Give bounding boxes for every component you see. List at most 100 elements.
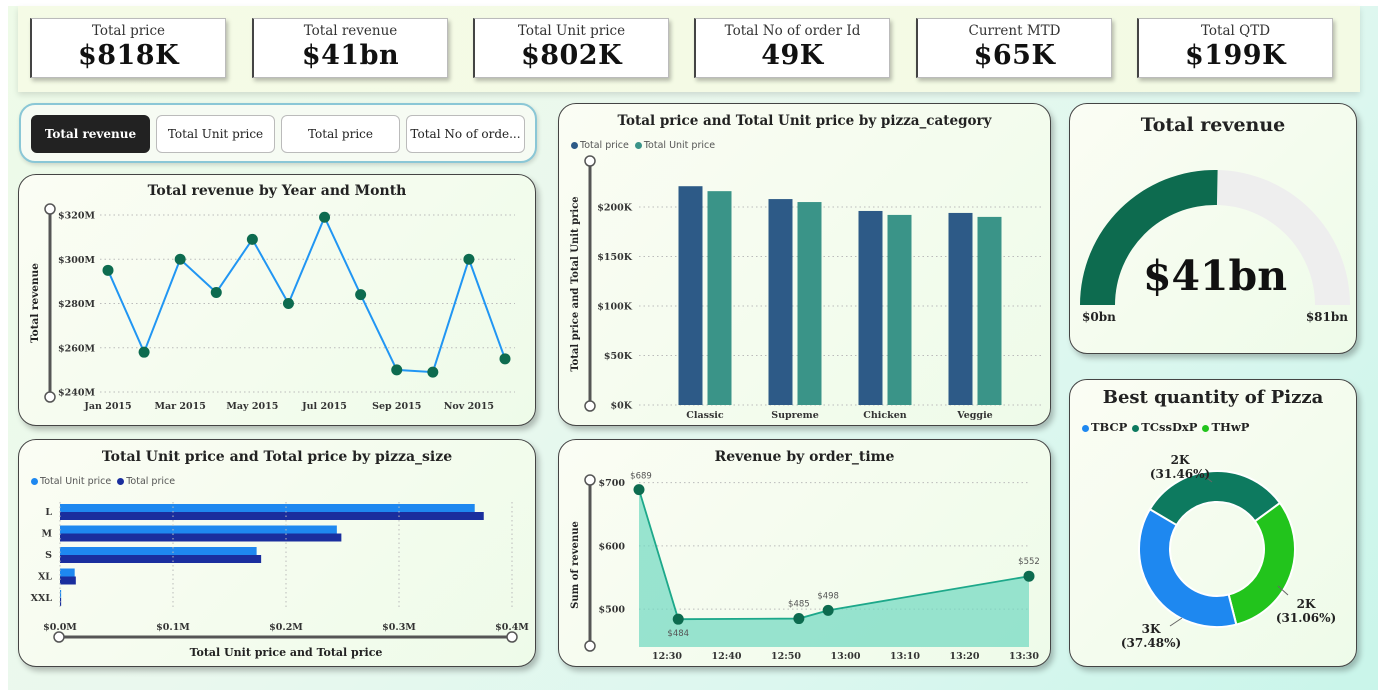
chart-title: Total revenue by Year and Month <box>147 183 407 199</box>
y-tick-label: $300M <box>58 255 95 266</box>
legend-item: Total price <box>571 140 629 151</box>
zoom-slider-handle <box>584 155 596 167</box>
zoom-slider-handle <box>44 391 56 403</box>
x-tick-label: Jul 2015 <box>301 401 347 412</box>
slice-percent-label: (31.06%) <box>1276 611 1336 625</box>
y-tick-label: XXL <box>31 593 53 604</box>
kpi-total-price: Total price $818K <box>30 18 226 78</box>
legend-dot-icon <box>117 478 125 485</box>
legend-dot-icon <box>31 478 38 485</box>
price-by-category-card: Total price and Total Unit price by pizz… <box>558 103 1051 426</box>
legend-item: Total Unit price <box>634 140 716 151</box>
legend-item: Total price <box>117 476 175 487</box>
legend-item: TCssDxP <box>1132 420 1197 434</box>
y-tick-label: S <box>45 550 52 561</box>
kpi-value: $818K <box>77 40 180 71</box>
y-tick-label: $150K <box>597 252 632 263</box>
kpi-label: Total Unit price <box>517 23 626 39</box>
slice-percent-label: (31.46%) <box>1150 467 1210 481</box>
chart-title: Total price and Total Unit price by pizz… <box>617 113 992 129</box>
slice-value-label: 2K <box>1297 597 1316 611</box>
bar <box>887 214 912 405</box>
legend-dot-icon <box>1202 424 1210 432</box>
y-tick-label: $0K <box>611 401 633 412</box>
x-tick-label: May 2015 <box>226 401 278 412</box>
data-point <box>319 211 331 223</box>
data-label: $485 <box>788 600 810 610</box>
data-point <box>391 364 403 376</box>
legend-label: Total Unit price <box>643 140 716 151</box>
data-point <box>822 604 834 616</box>
x-tick-label: 13:30 <box>1009 651 1039 662</box>
data-point <box>246 233 258 245</box>
size-hbar-chart: LMS XL XXL $0.0M $0.1M $0.2M $0.3M $0.4M Total U… <box>31 502 529 659</box>
best-quantity-card: Best quantity of Pizza TBCP TCssDxP THwP… <box>1069 379 1357 667</box>
y-tick-label: $200K <box>597 203 632 214</box>
slice-value-label: 3K <box>1142 622 1161 636</box>
y-tick-label: L <box>45 507 52 518</box>
kpi-value: $65K <box>973 40 1056 71</box>
legend-label: TCssDxP <box>1141 420 1198 434</box>
bar <box>60 598 62 606</box>
bar <box>60 533 342 542</box>
kpi-value: $802K <box>520 40 623 71</box>
x-tick-label: Veggie <box>956 410 992 421</box>
bar <box>60 547 257 555</box>
y-tick-label: $280M <box>58 299 95 310</box>
bar <box>678 186 703 405</box>
donut-slice <box>1138 507 1238 628</box>
legend-label: Total price <box>580 140 629 151</box>
bar <box>768 199 793 405</box>
chart-title: Total revenue <box>1140 114 1286 136</box>
y-tick-label: $600 <box>599 541 626 552</box>
data-point <box>102 264 114 276</box>
slice-value-label: 2K <box>1171 453 1190 467</box>
zoom-slider-handle <box>53 631 65 643</box>
gauge-max-label: $81bn <box>1306 310 1348 324</box>
x-tick-label: 13:20 <box>950 651 980 662</box>
revenue-by-order-time-card: Revenue by order_time Sum of revenue $500… <box>558 439 1051 667</box>
chart-legend: TBCP TCssDxP THwP <box>1082 420 1249 434</box>
tab-total-revenue[interactable]: Total revenue <box>31 115 150 153</box>
bar <box>948 212 973 405</box>
y-tick-label: $500 <box>599 605 626 616</box>
y-tick-label: M <box>41 529 52 540</box>
legend-dot-icon <box>1132 424 1140 432</box>
data-point <box>282 298 294 309</box>
y-tick-label: $50K <box>604 351 633 362</box>
bar <box>977 216 1002 405</box>
kpi-current-mtd: Current MTD $65K <box>916 18 1112 78</box>
kpi-value: $199K <box>1184 40 1287 71</box>
kpi-total-qtd: Total QTD $199K <box>1137 18 1333 78</box>
bar <box>858 210 883 405</box>
kpi-label: Current MTD <box>968 23 1061 39</box>
data-point <box>793 613 805 625</box>
revenue-gauge: $41bn $0bn $81bn <box>1080 170 1350 324</box>
legend-label: THwP <box>1211 420 1250 434</box>
tab-total-unit-price[interactable]: Total Unit price <box>156 115 275 153</box>
order-time-area-chart: Sum of revenue $500 $600 $700 12:30 12:40 12:5… <box>570 472 1040 662</box>
legend-dot-icon <box>571 142 578 149</box>
tab-total-price[interactable]: Total price <box>281 115 400 153</box>
revenue-gauge-card: Total revenue $41bn $0bn $81bn <box>1069 103 1357 354</box>
data-point <box>138 346 150 358</box>
bar <box>60 504 475 512</box>
x-tick-label: Sep 2015 <box>372 401 421 412</box>
slice-percent-label: (37.48%) <box>1121 636 1181 650</box>
bar <box>60 576 76 585</box>
legend-item: TBCP <box>1082 420 1127 434</box>
data-label: $552 <box>1018 557 1040 567</box>
x-tick-label: Jan 2015 <box>83 401 131 412</box>
quantity-donut-chart: 3K(37.48%)2K(31.46%)2K(31.06%) <box>1121 453 1336 650</box>
x-tick-label: 12:50 <box>771 651 801 662</box>
x-tick-label: $0.3M <box>382 622 416 633</box>
gauge-value: $41bn <box>1143 252 1287 300</box>
x-tick-label: 12:40 <box>712 651 742 662</box>
tab-total-orders[interactable]: Total No of orde... <box>406 115 525 153</box>
data-point <box>463 253 475 265</box>
data-label: $689 <box>630 472 652 482</box>
data-point <box>427 366 439 378</box>
legend-label: Total price <box>126 476 176 487</box>
data-point <box>672 613 684 625</box>
chart-title: Total Unit price and Total price by pizz… <box>101 449 453 465</box>
